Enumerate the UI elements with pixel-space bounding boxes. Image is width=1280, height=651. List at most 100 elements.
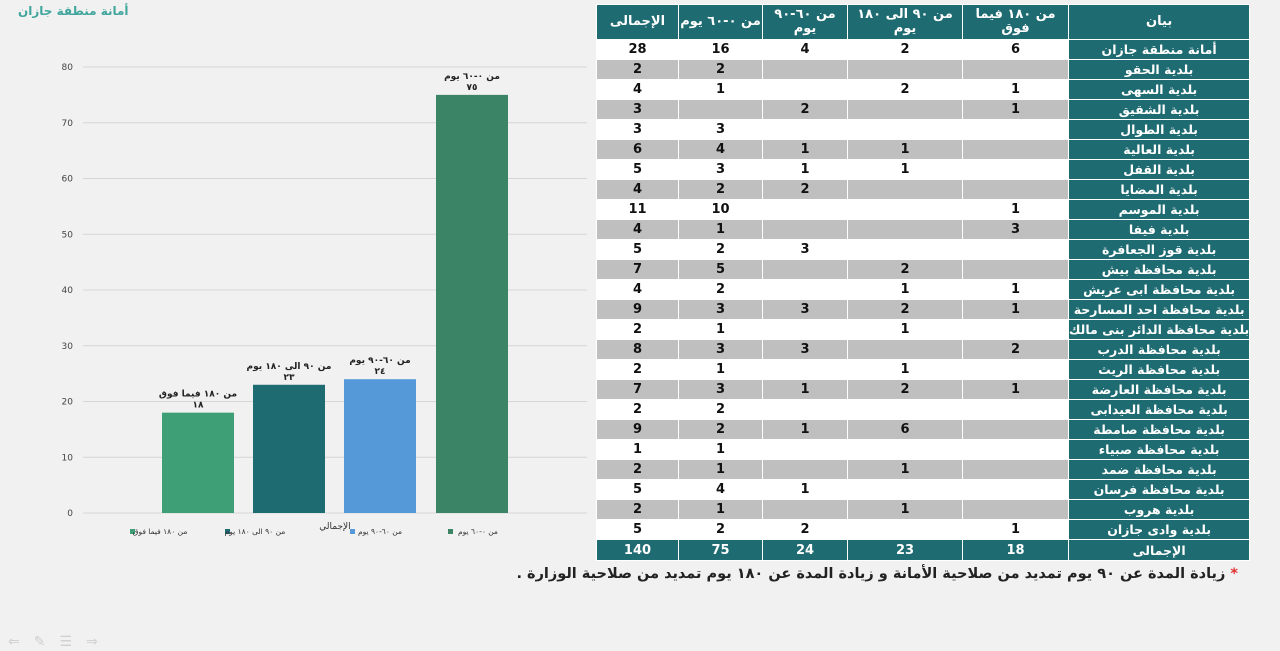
table-row: بلدية محافظة صبياء 1 1: [596, 439, 1251, 460]
value-cell: 3: [678, 379, 763, 400]
value-cell: 2: [847, 299, 963, 320]
footnote-star: *: [1230, 566, 1238, 582]
bar-category-label: من ١٨٠ فيما فوق: [159, 390, 237, 400]
row-name-cell: بلدية الطوال: [1067, 119, 1251, 140]
y-tick-label: 80: [62, 63, 74, 73]
value-cell: 140: [596, 539, 679, 561]
value-cell: 1: [847, 279, 963, 300]
legend-swatch: [350, 529, 355, 534]
table-total-row: الإجمالى 18 23 24 75 140: [596, 539, 1251, 561]
bar: [436, 94, 508, 513]
value-cell: 6: [962, 39, 1069, 60]
row-name-cell: بلدية محافظة فرسان: [1067, 479, 1251, 500]
value-cell: 4: [678, 479, 763, 500]
table-row: بلدية السهى 1 2 1 4: [596, 79, 1251, 100]
row-name-cell: بلدية الشقيق: [1067, 99, 1251, 120]
value-cell: [962, 419, 1069, 440]
value-cell: 23: [847, 539, 963, 561]
value-cell: [962, 499, 1069, 520]
row-name-cell: بلدية السهى: [1067, 79, 1251, 100]
y-tick-label: 60: [62, 175, 74, 185]
value-cell: 2: [678, 179, 763, 200]
table-row: بلدية العالية 1 1 4 6: [596, 139, 1251, 160]
value-cell: [762, 359, 848, 380]
footnote-text: زيادة المدة عن ٩٠ يوم تمديد من صلاحية ال…: [516, 566, 1226, 582]
arrow-right-icon[interactable]: ⇒: [86, 634, 112, 650]
value-cell: 2: [678, 419, 763, 440]
value-cell: [762, 79, 848, 100]
value-cell: 24: [762, 539, 848, 561]
value-cell: [847, 119, 963, 140]
row-name-cell: بلدية محافظة احد المسارحة: [1067, 299, 1251, 320]
value-cell: 2: [678, 399, 763, 420]
value-cell: 2: [847, 379, 963, 400]
table-header-row: بيان من ١٨٠ فيما فوق من ٩٠ الى ١٨٠ يوم من ٦…: [596, 4, 1251, 40]
data-table: بيان من ١٨٠ فيما فوق من ٩٠ الى ١٨٠ يوم من ٦…: [596, 4, 1251, 561]
table-row: بلدية هروب 1 1 2: [596, 499, 1251, 520]
value-cell: 1: [847, 459, 963, 480]
value-cell: 2: [678, 279, 763, 300]
value-cell: 5: [596, 159, 679, 180]
table-row: بلدية محافظة بيش 2 5 7: [596, 259, 1251, 280]
value-cell: 1: [678, 499, 763, 520]
value-cell: 7: [596, 259, 679, 280]
table-row: بلدية فيفا 3 1 4: [596, 219, 1251, 240]
y-tick-label: 50: [62, 230, 74, 240]
bar: [344, 379, 416, 513]
table-row: بلدية المضايا 2 2 4: [596, 179, 1251, 200]
row-name-cell: بلدية محافظة العيدابى: [1067, 399, 1251, 420]
value-cell: 2: [596, 499, 679, 520]
slide-navigation: ⇐✎☰⇒: [8, 634, 112, 650]
value-cell: [762, 59, 848, 80]
value-cell: [962, 119, 1069, 140]
value-cell: 2: [678, 59, 763, 80]
value-cell: 4: [596, 179, 679, 200]
table-row: بلدية وادى جازان 1 2 2 5: [596, 519, 1251, 540]
row-name-cell: بلدية محافظة ضمد: [1067, 459, 1251, 480]
table-row: بلدية محافظة احد المسارحة 1 2 3 3 9: [596, 299, 1251, 320]
value-cell: 3: [678, 299, 763, 320]
row-name-cell: بلدية محافظة صامطة: [1067, 419, 1251, 440]
menu-icon[interactable]: ☰: [59, 634, 87, 650]
value-cell: 1: [762, 139, 848, 160]
value-cell: 2: [596, 359, 679, 380]
y-tick-label: 0: [67, 509, 73, 519]
value-cell: 1: [762, 379, 848, 400]
value-cell: 6: [847, 419, 963, 440]
value-cell: 2: [962, 339, 1069, 360]
value-cell: [762, 319, 848, 340]
logo: أمانة منطقة جازان: [18, 4, 129, 18]
row-name-cell: بلدية العالية: [1067, 139, 1251, 160]
bar-value-label: ٢٣: [284, 373, 295, 383]
row-name-cell: بلدية فيفا: [1067, 219, 1251, 240]
value-cell: [847, 439, 963, 460]
value-cell: [962, 319, 1069, 340]
row-name-cell: بلدية وادى جازان: [1067, 519, 1251, 540]
value-cell: 1: [678, 459, 763, 480]
value-cell: 1: [678, 219, 763, 240]
table-row: بلدية محافظة ابى عريش 1 1 2 4: [596, 279, 1251, 300]
value-cell: [762, 399, 848, 420]
value-cell: [962, 459, 1069, 480]
legend-swatch: [225, 529, 230, 534]
value-cell: [762, 459, 848, 480]
value-cell: 1: [962, 299, 1069, 320]
value-cell: 1: [847, 159, 963, 180]
bar-category-label: من ٠-٦٠ يوم: [444, 72, 500, 82]
y-tick-label: 70: [62, 119, 74, 129]
value-cell: 1: [962, 79, 1069, 100]
footnote: * زيادة المدة عن ٩٠ يوم تمديد من صلاحية …: [516, 566, 1238, 582]
arrow-left-icon[interactable]: ⇐: [8, 634, 34, 650]
value-cell: 2: [847, 259, 963, 280]
value-cell: 1: [847, 139, 963, 160]
value-cell: [962, 239, 1069, 260]
table-row: بلدية الشقيق 1 2 3: [596, 99, 1251, 120]
value-cell: 1: [847, 499, 963, 520]
pen-icon[interactable]: ✎: [33, 634, 60, 650]
table-row: أمانة منطقة جازان 6 2 4 16 28: [596, 39, 1251, 60]
value-cell: 1: [762, 419, 848, 440]
value-cell: 3: [762, 239, 848, 260]
row-name-cell: بلدية محافظة الدرب: [1067, 339, 1251, 360]
value-cell: 1: [962, 99, 1069, 120]
